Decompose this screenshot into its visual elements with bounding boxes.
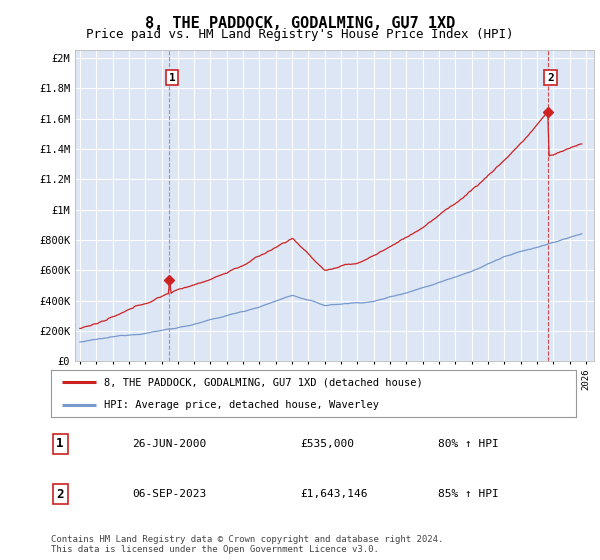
Text: 2: 2 — [56, 488, 64, 501]
Text: £1,643,146: £1,643,146 — [300, 489, 367, 499]
Text: 1: 1 — [56, 437, 64, 450]
Text: 1: 1 — [169, 73, 175, 83]
Text: 80% ↑ HPI: 80% ↑ HPI — [438, 439, 499, 449]
Text: 8, THE PADDOCK, GODALMING, GU7 1XD: 8, THE PADDOCK, GODALMING, GU7 1XD — [145, 16, 455, 31]
Text: Price paid vs. HM Land Registry's House Price Index (HPI): Price paid vs. HM Land Registry's House … — [86, 28, 514, 41]
Text: 06-SEP-2023: 06-SEP-2023 — [132, 489, 206, 499]
Text: 2: 2 — [547, 73, 554, 83]
Text: Contains HM Land Registry data © Crown copyright and database right 2024.
This d: Contains HM Land Registry data © Crown c… — [51, 535, 443, 554]
Text: £535,000: £535,000 — [300, 439, 354, 449]
Text: 8, THE PADDOCK, GODALMING, GU7 1XD (detached house): 8, THE PADDOCK, GODALMING, GU7 1XD (deta… — [104, 377, 422, 388]
Text: 85% ↑ HPI: 85% ↑ HPI — [438, 489, 499, 499]
Text: 26-JUN-2000: 26-JUN-2000 — [132, 439, 206, 449]
Text: HPI: Average price, detached house, Waverley: HPI: Average price, detached house, Wave… — [104, 400, 379, 410]
